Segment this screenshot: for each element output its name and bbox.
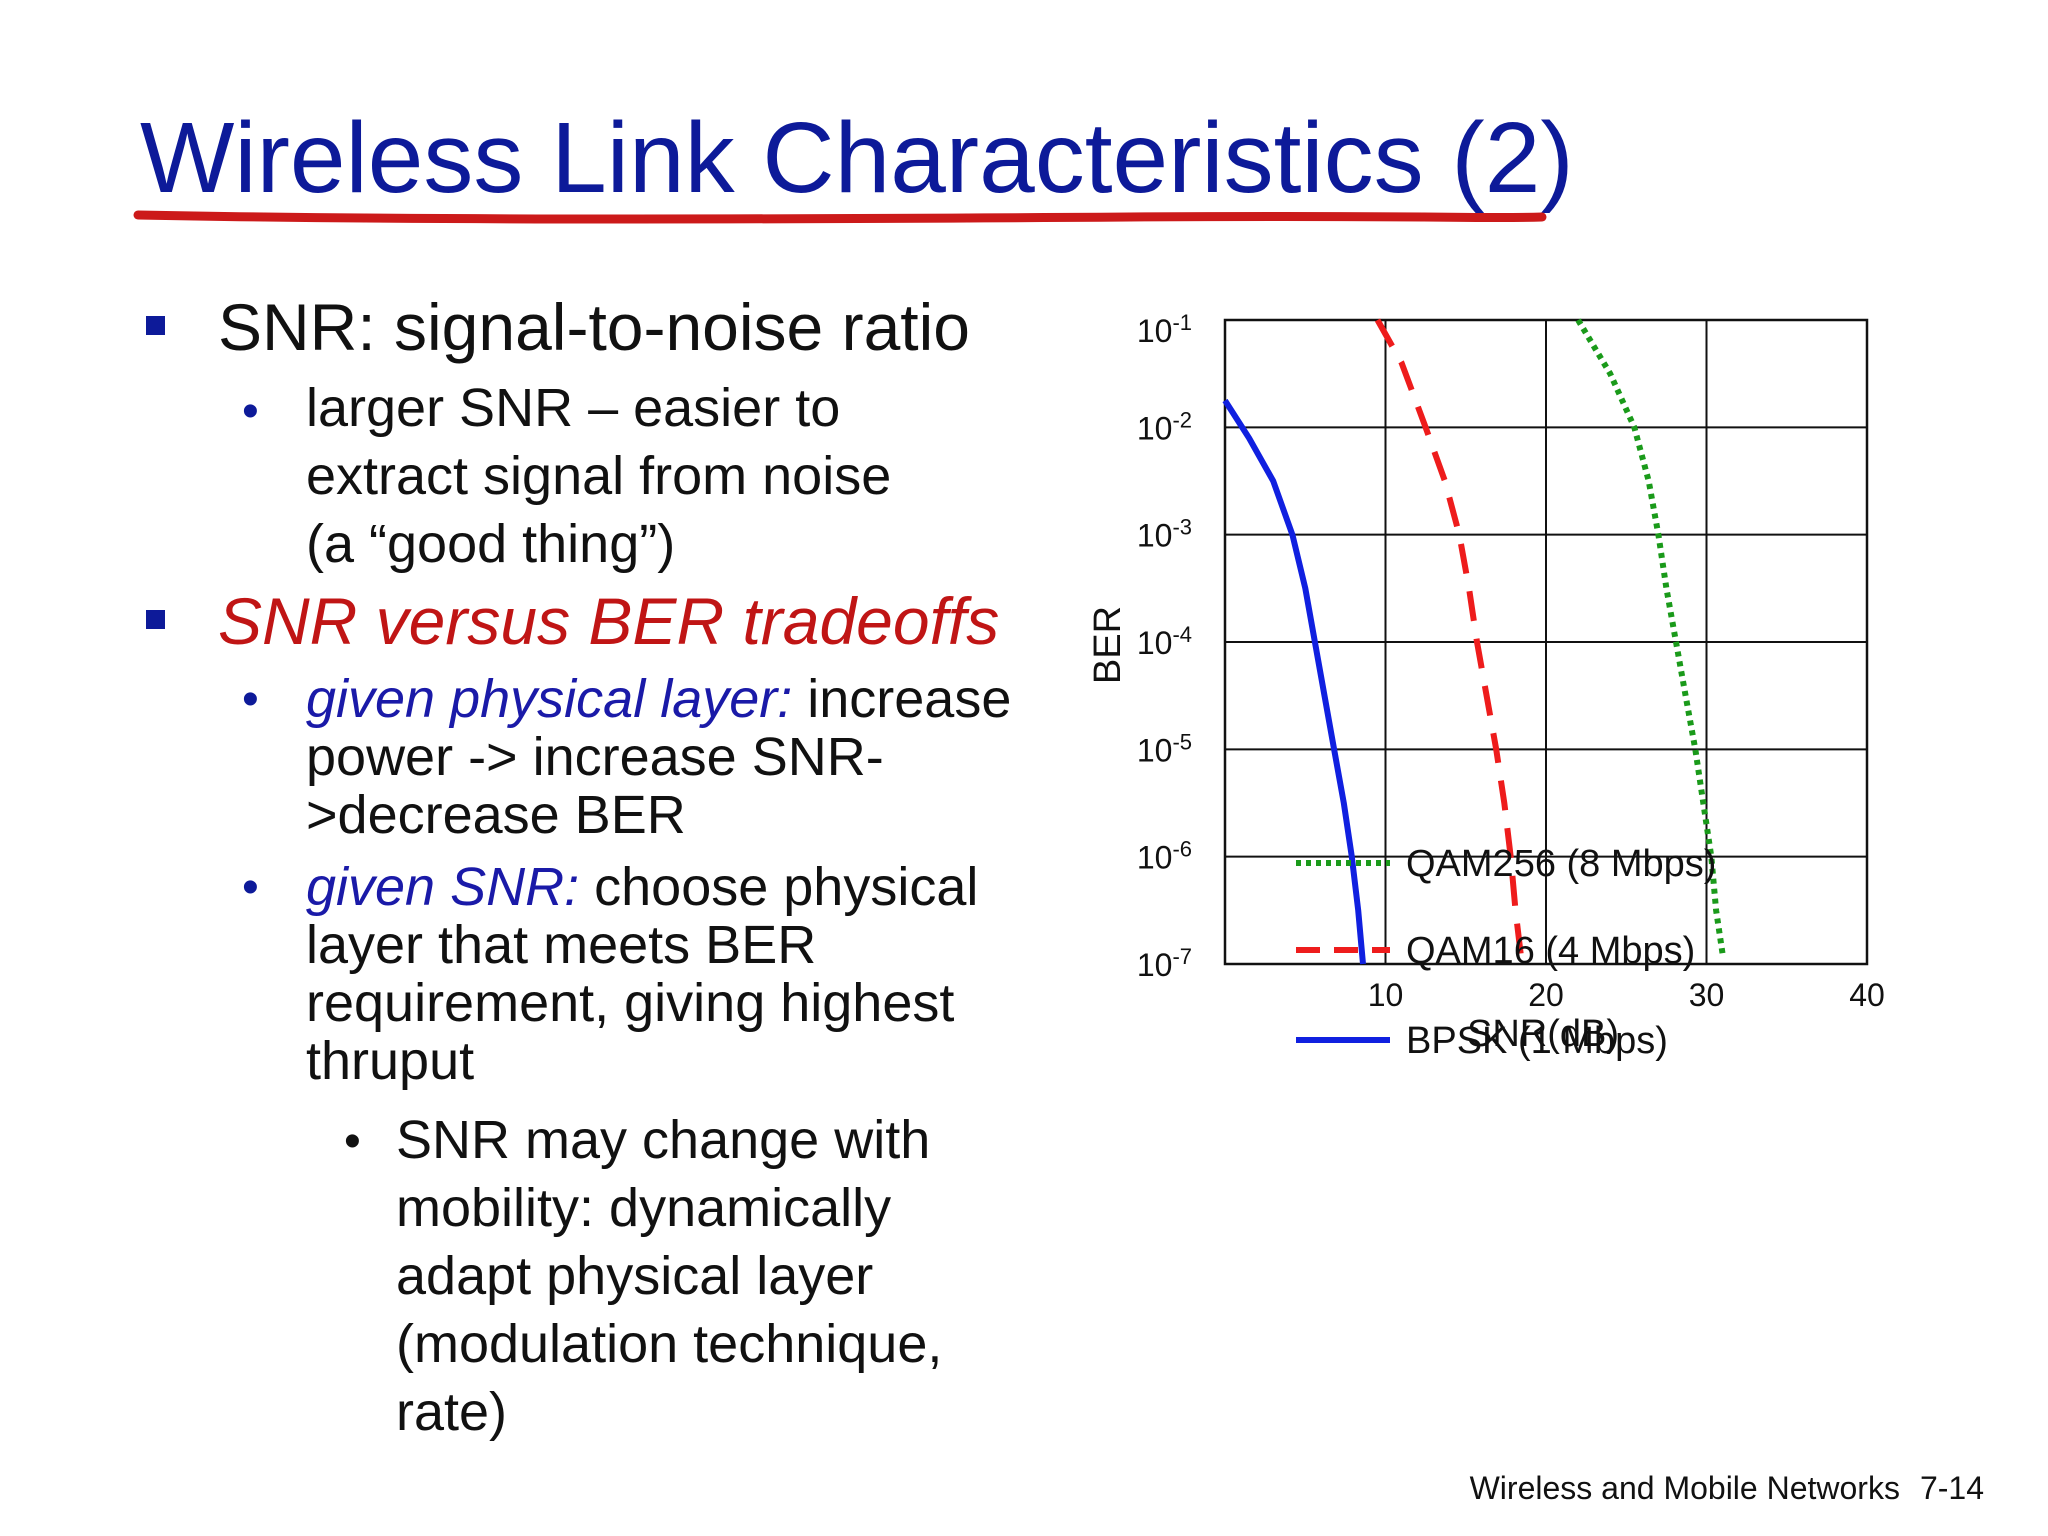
y-axis-label: BER	[1087, 606, 1129, 684]
legend-label: QAM16 (4 Mbps)	[1406, 930, 1695, 972]
legend-label: QAM256 (8 Mbps)	[1406, 843, 1716, 885]
plot-frame	[1223, 318, 1869, 966]
y-tick-label: 10-4	[1137, 622, 1192, 661]
bullet-given-snr-line-3: requirement, giving highest	[306, 973, 955, 1033]
bullet-square-1	[146, 316, 165, 335]
bullet-snr-mobility-line-3: adapt physical layer	[396, 1246, 874, 1306]
y-tick-exponent: -2	[1172, 407, 1192, 432]
series-line-dotted	[1575, 318, 1726, 954]
chart-legend: QAM256 (8 Mbps) QAM16 (4 Mbps) BPSK (1 Mbp…	[1296, 843, 1716, 1062]
bullet-square-2	[146, 610, 165, 629]
y-tick-labels: 10-110-210-310-410-510-610-7	[1137, 310, 1192, 983]
y-tick-label: 10-6	[1137, 837, 1192, 876]
ber-vs-snr-chart: 10-110-210-310-410-510-610-7 10 20 30 40 BE…	[1087, 310, 1885, 1062]
bullet-larger-snr-line-2: extract signal from noise	[306, 446, 892, 506]
bullet-snr-mobility-line-4: (modulation technique,	[396, 1314, 943, 1374]
y-tick-exponent: -5	[1172, 729, 1192, 754]
slide-title: Wireless Link Characteristics (2)	[140, 102, 1574, 214]
bullet-snr-mobility-line-5: rate)	[396, 1382, 508, 1442]
y-tick-base: 10	[1137, 313, 1173, 349]
y-tick-label: 10-1	[1137, 310, 1192, 349]
given-physical-layer-rest: increase	[792, 669, 1012, 729]
given-snr-rest: choose physical	[579, 857, 979, 917]
y-tick-base: 10	[1137, 410, 1173, 446]
bullet-dot-3: •	[242, 861, 259, 914]
x-tick-label: 40	[1849, 977, 1885, 1013]
bullet-given-physical-layer-line-3: >decrease BER	[306, 785, 686, 845]
x-tick-label: 20	[1528, 977, 1564, 1013]
y-tick-exponent: -3	[1172, 515, 1192, 540]
series-line-solid	[1222, 398, 1366, 965]
x-tick-label: 30	[1689, 977, 1725, 1013]
y-tick-exponent: -4	[1172, 622, 1192, 647]
bullet-snr-ber-tradeoffs: SNR versus BER tradeoffs	[218, 584, 1000, 658]
x-axis-label: SNR(dB)	[1467, 1013, 1619, 1055]
bullet-given-snr-line-2: layer that meets BER	[306, 915, 817, 975]
title-underline	[133, 210, 1547, 224]
y-tick-base: 10	[1137, 518, 1173, 554]
y-tick-exponent: -1	[1172, 310, 1192, 335]
given-physical-layer-label: given physical layer:	[306, 669, 793, 729]
y-tick-label: 10-5	[1137, 729, 1192, 768]
given-snr-label: given SNR:	[306, 857, 580, 917]
series-line-dashed	[1374, 318, 1525, 965]
bullet-given-physical-layer-line-1: given physical layer: increase	[306, 670, 1011, 728]
y-tick-exponent: -6	[1172, 837, 1192, 862]
x-tick-labels: 10 20 30 40	[1368, 977, 1885, 1013]
bullet-given-physical-layer-line-2: power -> increase SNR-	[306, 727, 884, 787]
bullet-dot-2: •	[242, 673, 259, 726]
bullet-dot-4: •	[344, 1115, 361, 1168]
x-tick-label: 10	[1368, 977, 1404, 1013]
bullet-given-snr-line-4: thruput	[306, 1031, 475, 1091]
bullet-snr-mobility: SNR may change with mobility: dynamicall…	[396, 1106, 942, 1446]
bullet-snr-mobility-line-2: mobility: dynamically	[396, 1178, 892, 1238]
y-tick-label: 10-3	[1137, 515, 1192, 554]
title-underline-stroke	[133, 210, 1547, 224]
bullet-larger-snr-line-3: (a “good thing”)	[306, 514, 676, 574]
bullet-snr-mobility-line-1: SNR may change with	[396, 1110, 931, 1170]
slide-footer: Wireless and Mobile Networks 7-14	[1470, 1470, 1984, 1507]
legend-label: BPSK (1 Mbps)	[1406, 1020, 1668, 1062]
y-tick-base: 10	[1137, 625, 1173, 661]
y-tick-base: 10	[1137, 947, 1173, 983]
bullet-larger-snr: larger SNR – easier to extract signal fr…	[306, 374, 891, 578]
bullet-given-physical-layer: given physical layer: increase power -> …	[306, 670, 1011, 844]
footer-text: Wireless and Mobile Networks	[1469, 1470, 1900, 1506]
bullet-larger-snr-line-1: larger SNR – easier to	[306, 378, 841, 438]
bullet-given-snr: given SNR: choose physical layer that me…	[306, 858, 978, 1090]
page-number: 7-14	[1919, 1470, 1984, 1506]
chart-series	[1222, 318, 1726, 965]
y-tick-base: 10	[1137, 732, 1173, 768]
bullet-snr-definition: SNR: signal-to-noise ratio	[218, 290, 970, 364]
y-tick-base: 10	[1137, 840, 1173, 876]
y-tick-exponent: -7	[1172, 944, 1192, 969]
bullet-given-snr-line-1: given SNR: choose physical	[306, 858, 978, 916]
y-tick-label: 10-2	[1137, 407, 1192, 446]
bullet-dot-1: •	[242, 385, 259, 438]
y-tick-label: 10-7	[1137, 944, 1192, 983]
